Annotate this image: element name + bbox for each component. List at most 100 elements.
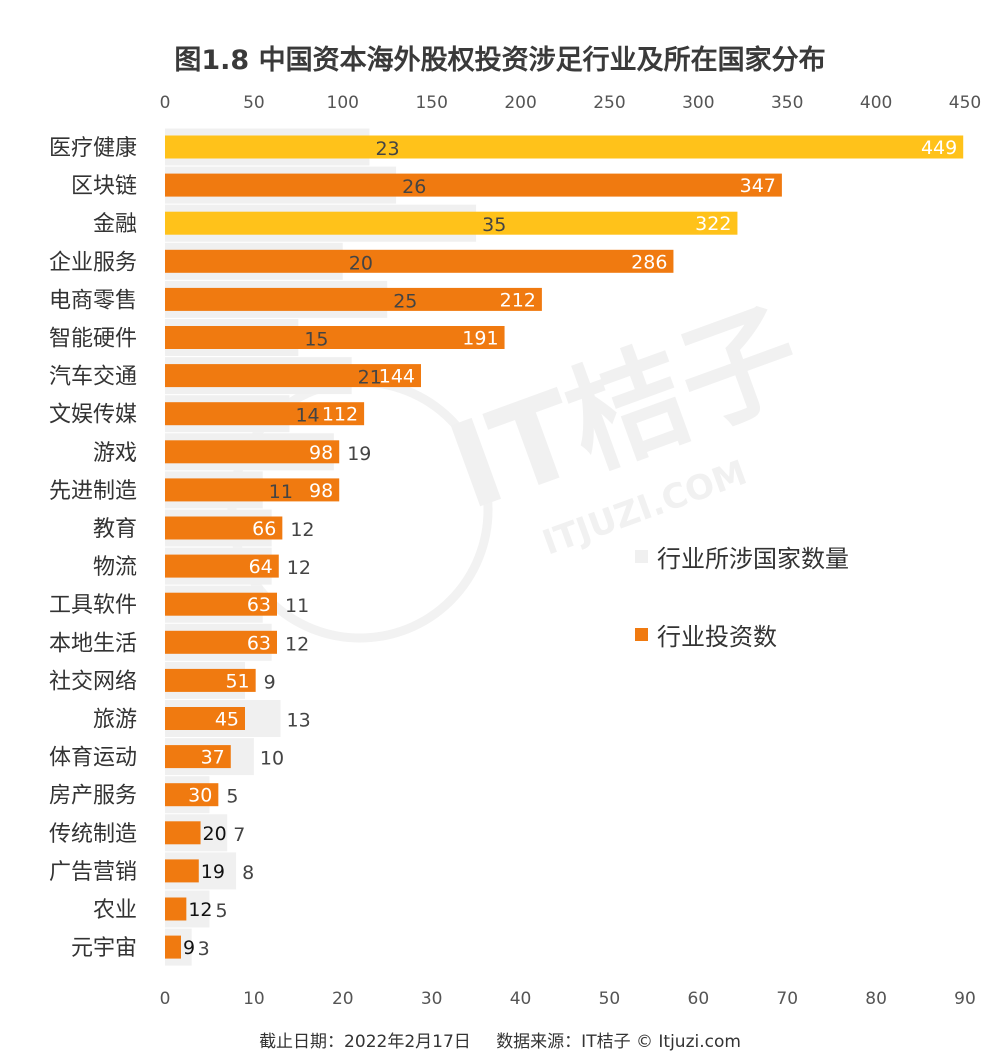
top-axis-tick-label: 100 — [327, 93, 359, 113]
investment-value-label: 212 — [500, 289, 536, 311]
country-count-value-label: 10 — [260, 748, 284, 770]
investment-bar — [165, 440, 340, 464]
investment-bar — [165, 478, 340, 502]
country-count-value-label: 19 — [347, 443, 371, 465]
legend-label-investments: 行业投资数 — [657, 623, 777, 651]
bottom-axis-tick-label: 80 — [865, 989, 887, 1009]
investment-value-label: 37 — [201, 747, 225, 769]
bottom-axis-tick-label: 60 — [688, 989, 710, 1009]
country-count-value-label: 14 — [295, 405, 319, 427]
investment-value-label: 9 — [183, 937, 195, 959]
investment-value-label: 20 — [203, 823, 227, 845]
investment-bar — [165, 249, 674, 273]
category-label: 物流 — [93, 555, 137, 580]
investment-value-label: 12 — [188, 899, 212, 921]
top-axis-tick-label: 0 — [160, 93, 171, 113]
category-label: 汽车交通 — [49, 365, 137, 390]
investment-bar — [165, 135, 964, 159]
legend-label-countries: 行业所涉国家数量 — [657, 545, 849, 573]
top-axis-tick-label: 150 — [415, 93, 447, 113]
category-label: 企业服务 — [49, 250, 137, 275]
category-label: 医疗健康 — [49, 136, 137, 161]
category-label: 先进制造 — [49, 479, 137, 504]
footer-source: 数据来源：IT桔子 © Itjuzi.com — [496, 1032, 741, 1052]
investment-value-label: 449 — [921, 137, 957, 159]
country-count-value-label: 15 — [304, 329, 328, 351]
investment-bar — [165, 516, 283, 540]
chart-title: 图1.8 中国资本海外股权投资涉足行业及所在国家分布 — [174, 45, 826, 76]
top-axis-tick-label: 400 — [860, 93, 892, 113]
category-label: 体育运动 — [49, 746, 137, 771]
category-label: 游戏 — [93, 441, 137, 466]
investment-bar — [165, 592, 277, 616]
category-label: 工具软件 — [49, 593, 137, 618]
category-label: 智能硬件 — [49, 327, 137, 352]
investment-bar — [165, 287, 542, 311]
top-axis-tick-label: 450 — [949, 93, 981, 113]
bottom-axis-tick-label: 90 — [954, 989, 976, 1009]
investment-value-label: 347 — [740, 175, 776, 197]
investment-value-label: 98 — [309, 442, 333, 464]
investment-bar — [165, 364, 421, 388]
investment-bar — [165, 897, 187, 921]
category-label: 房产服务 — [49, 784, 137, 809]
country-count-value-label: 5 — [226, 786, 238, 808]
country-count-value-label: 7 — [233, 824, 245, 846]
category-label: 旅游 — [93, 708, 137, 733]
country-count-value-label: 21 — [358, 367, 382, 389]
investment-value-label: 64 — [249, 556, 273, 578]
legend-swatch-countries — [635, 550, 648, 563]
category-label: 传统制造 — [49, 822, 137, 847]
country-count-value-label: 26 — [402, 176, 426, 198]
investment-bar — [165, 326, 505, 349]
country-count-value-label: 5 — [215, 900, 227, 922]
bottom-axis-tick-label: 10 — [243, 989, 265, 1009]
country-count-value-label: 8 — [242, 862, 254, 884]
investment-value-label: 144 — [379, 366, 415, 388]
bottom-axis-tick-label: 30 — [421, 989, 443, 1009]
country-count-value-label: 12 — [287, 557, 311, 579]
investment-bar — [165, 821, 201, 845]
investment-value-label: 98 — [309, 480, 333, 502]
category-label: 社交网络 — [49, 669, 137, 694]
investment-bar — [165, 707, 245, 730]
country-count-value-label: 11 — [285, 595, 309, 617]
category-label: 文娱传媒 — [49, 403, 137, 428]
country-count-value-label: 13 — [287, 710, 311, 732]
country-count-value-label: 3 — [198, 938, 210, 960]
investment-bar — [165, 173, 782, 197]
investment-bar — [165, 402, 365, 426]
country-count-value-label: 23 — [375, 138, 399, 160]
bottom-axis-tick-label: 50 — [599, 989, 621, 1009]
top-axis-tick-label: 300 — [682, 93, 714, 113]
investment-bar — [165, 668, 256, 692]
investment-bar — [165, 745, 231, 769]
bottom-axis-tick-label: 20 — [332, 989, 354, 1009]
investment-bar — [165, 859, 199, 883]
country-count-value-label: 11 — [269, 481, 293, 503]
investment-value-label: 66 — [252, 518, 276, 540]
country-count-value-label: 35 — [482, 214, 506, 236]
footer: 截止日期：2022年2月17日 数据来源：IT桔子 © Itjuzi.com — [0, 1027, 1000, 1052]
top-axis-tick-label: 250 — [593, 93, 625, 113]
category-label: 电商零售 — [49, 288, 137, 313]
country-count-value-label: 9 — [264, 671, 276, 693]
category-label: 本地生活 — [49, 631, 137, 656]
investment-value-label: 322 — [695, 213, 731, 235]
category-label: 教育 — [93, 517, 137, 542]
investment-bar — [165, 935, 181, 959]
investment-value-label: 45 — [215, 709, 239, 731]
category-label: 元宇宙 — [71, 936, 137, 961]
top-axis-tick-label: 50 — [243, 93, 265, 113]
investment-bar — [165, 211, 738, 235]
investment-value-label: 63 — [247, 632, 271, 654]
investment-value-label: 51 — [225, 670, 249, 692]
category-label: 广告营销 — [49, 860, 137, 885]
investment-value-label: 30 — [188, 785, 212, 807]
investment-bar — [165, 783, 219, 807]
category-label: 金融 — [93, 212, 137, 237]
bottom-axis-tick-label: 0 — [160, 989, 171, 1009]
investment-value-label: 286 — [631, 251, 667, 273]
country-count-value-label: 20 — [349, 252, 373, 274]
